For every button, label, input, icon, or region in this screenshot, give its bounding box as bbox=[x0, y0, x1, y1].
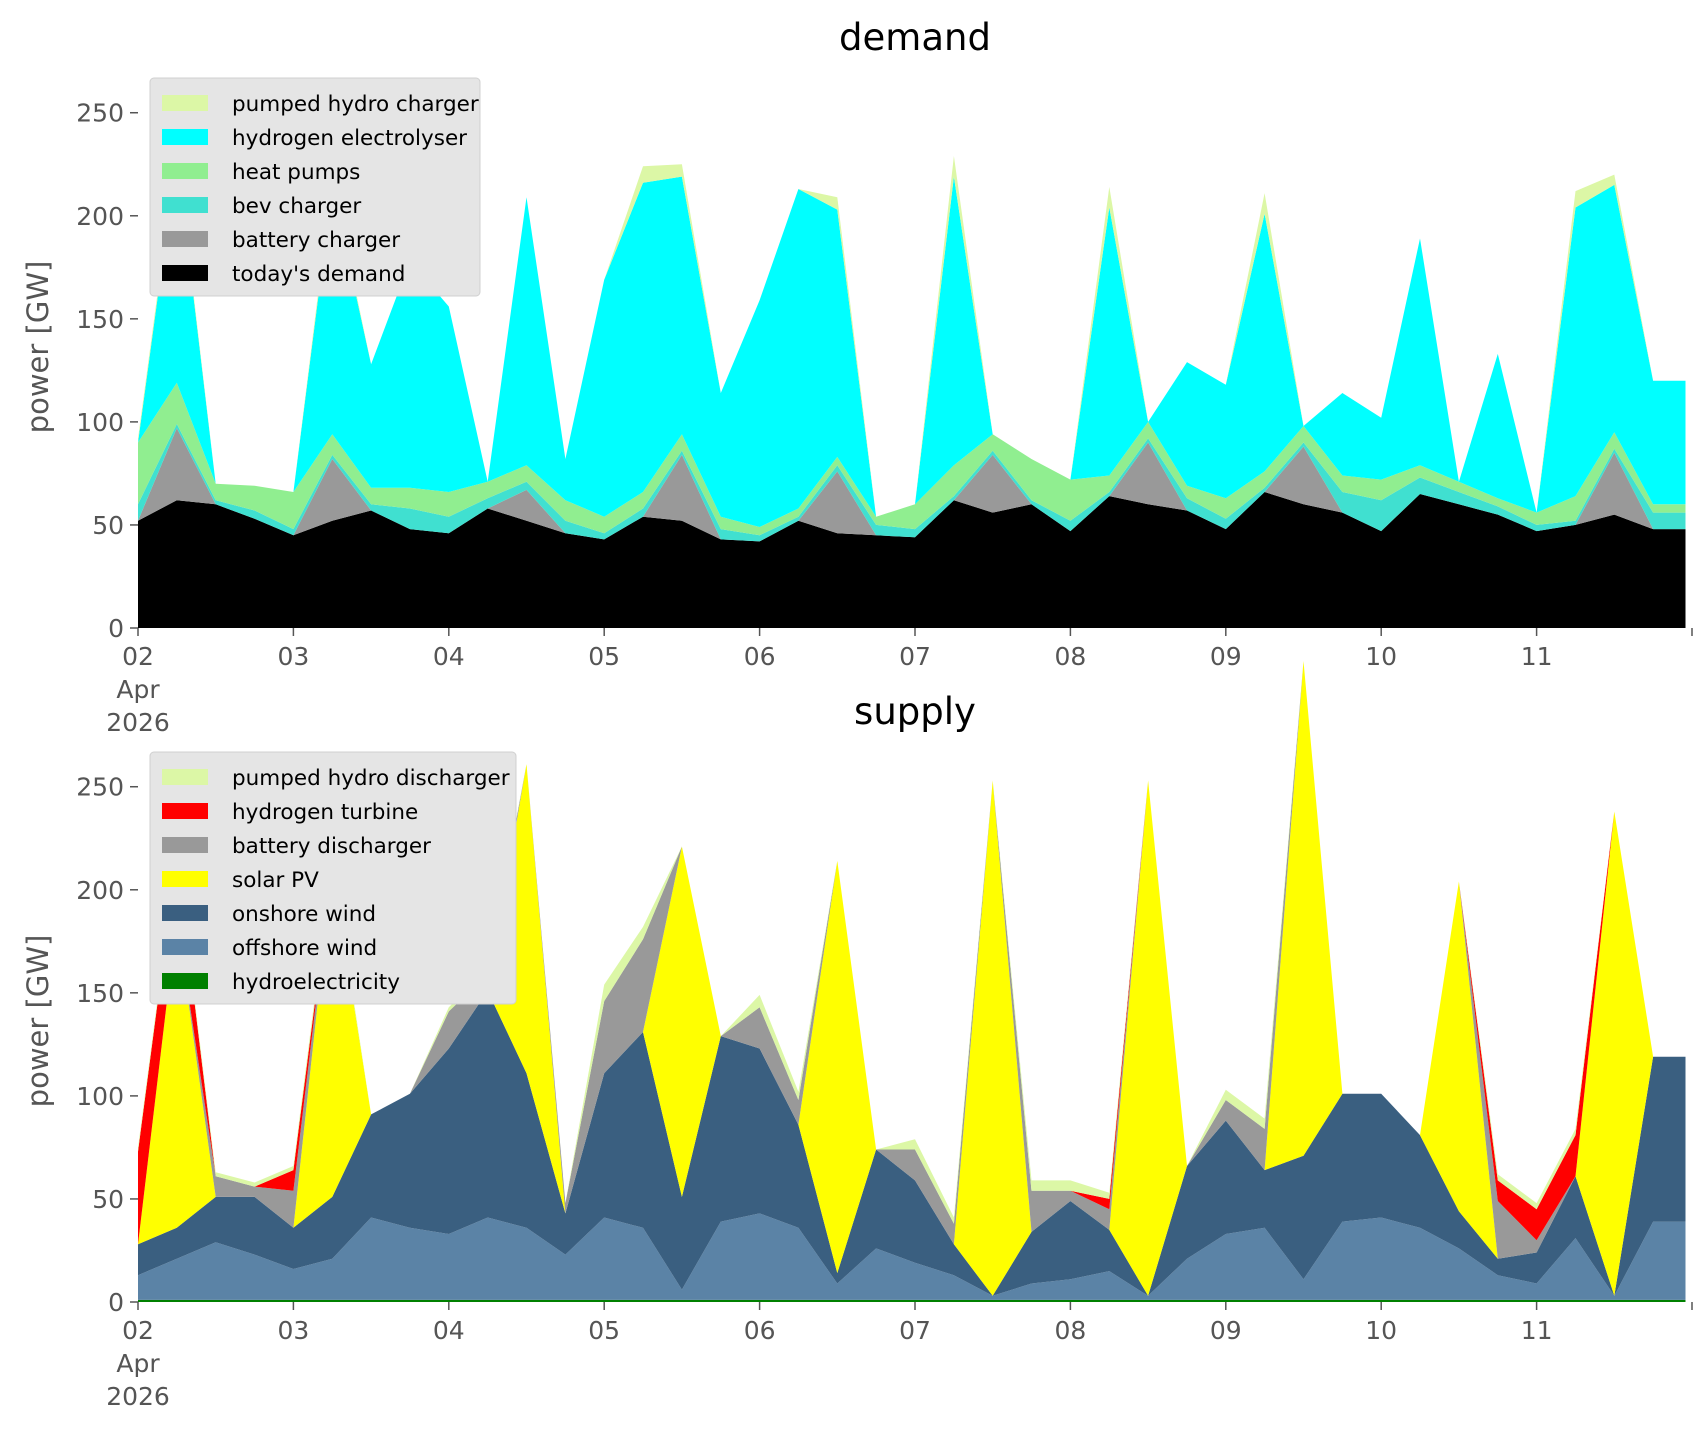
supply-area-battery-discharger bbox=[138, 661, 1686, 1259]
demand-legend-box bbox=[149, 77, 481, 297]
demand-x-tick-label: 11 bbox=[1521, 642, 1553, 671]
demand-x-tick-label: 04 bbox=[433, 642, 465, 671]
demand-legend-swatch-bev-charger bbox=[162, 197, 208, 213]
demand-legend-swatch-pumped-hydro-charger bbox=[162, 95, 208, 111]
demand-legend-swatch-battery-charger bbox=[162, 231, 208, 247]
supply-x-tick-label: 07 bbox=[899, 1316, 931, 1345]
supply-legend-label-solar-pv: solar PV bbox=[232, 868, 319, 893]
supply-x-tick-label: 08 bbox=[1054, 1316, 1086, 1345]
supply-x-tick-label: 10 bbox=[1365, 1316, 1397, 1345]
demand-x-tick-label: 03 bbox=[277, 642, 309, 671]
supply-legend-label-pumped-hydro-discharger: pumped hydro discharger bbox=[232, 766, 510, 791]
demand-legend-swatch-today-s-demand bbox=[162, 265, 208, 281]
supply-area-pumped-hydro-discharger bbox=[138, 661, 1686, 1224]
demand-x-tick-label: 10 bbox=[1365, 642, 1397, 671]
supply-legend: pumped hydro discharger hydrogen turbine b… bbox=[149, 751, 517, 1005]
supply-area-solar-pv bbox=[138, 661, 1686, 1296]
demand-x-tick-label: 05 bbox=[588, 642, 620, 671]
demand-y-tick-label: 0 bbox=[108, 614, 124, 643]
supply-legend-swatch-offshore-wind bbox=[162, 939, 208, 955]
supply-x-tick-label: 02 Apr 2026 bbox=[106, 1316, 170, 1411]
supply-legend-swatch-hydrogen-turbine bbox=[162, 803, 208, 819]
demand-legend: pumped hydro charger hydrogen electrolyse… bbox=[149, 77, 481, 297]
demand-legend-swatch-heat-pumps bbox=[162, 163, 208, 179]
supply-y-tick-label: 150 bbox=[76, 979, 124, 1008]
demand-area-heat-pumps bbox=[138, 382, 1686, 536]
supply-x-tick-label: 06 bbox=[744, 1316, 776, 1345]
supply-y-axis-label: power [GW] bbox=[21, 935, 55, 1108]
supply-legend-swatch-battery-discharger bbox=[162, 837, 208, 853]
supply-x-tick-label: 11 bbox=[1521, 1316, 1553, 1345]
demand-area-hydrogen-electrolyser bbox=[138, 156, 1686, 527]
supply-y-tick-label: 100 bbox=[76, 1082, 124, 1111]
supply-legend-label-onshore-wind: onshore wind bbox=[232, 902, 376, 927]
supply-area-hydroelectricity bbox=[138, 1299, 1686, 1302]
demand-legend-label-pumped-hydro-charger: pumped hydro charger bbox=[232, 92, 479, 117]
demand-legend-label-bev-charger: bev charger bbox=[232, 194, 361, 219]
supply-x-tick-label: 03 bbox=[277, 1316, 309, 1345]
supply-area-hydrogen-turbine bbox=[138, 661, 1686, 1245]
supply-y-tick-label: 50 bbox=[92, 1185, 124, 1214]
demand-y-tick-label: 200 bbox=[76, 202, 124, 231]
demand-y-axis-label: power [GW] bbox=[21, 261, 55, 434]
demand-x-tick-label: 08 bbox=[1054, 642, 1086, 671]
supply-area-onshore-wind bbox=[138, 990, 1686, 1296]
demand-legend-label-today-s-demand: today's demand bbox=[232, 262, 405, 287]
supply-y-tick-label: 0 bbox=[108, 1288, 124, 1317]
supply-axes: 0 50 100 150 200 250 02 Apr 2026 03 04 05 06 07 08 09 10… bbox=[76, 773, 1693, 1411]
supply-legend-label-hydroelectricity: hydroelectricity bbox=[232, 970, 400, 995]
demand-y-tick-label: 100 bbox=[76, 408, 124, 437]
demand-legend-label-heat-pumps: heat pumps bbox=[232, 160, 360, 185]
demand-x-tick-label: 07 bbox=[899, 642, 931, 671]
supply-x-tick-label: 05 bbox=[588, 1316, 620, 1345]
demand-x-tick-label: 02 Apr 2026 bbox=[106, 642, 170, 737]
demand-axes: 0 50 100 150 200 250 02 Apr 2026 03 04 05 06 07 08 09 10… bbox=[76, 99, 1693, 737]
supply-y-tick-label: 200 bbox=[76, 876, 124, 905]
demand-y-tick-label: 250 bbox=[76, 99, 124, 128]
demand-areas bbox=[138, 149, 1686, 628]
supply-legend-swatch-pumped-hydro-discharger bbox=[162, 769, 208, 785]
demand-x-tick-label: 09 bbox=[1210, 642, 1242, 671]
supply-legend-swatch-hydroelectricity bbox=[162, 973, 208, 989]
demand-title: demand bbox=[839, 16, 991, 59]
supply-x-tick-label: 04 bbox=[433, 1316, 465, 1345]
demand-y-tick-label: 50 bbox=[92, 511, 124, 540]
supply-area-offshore-wind bbox=[138, 1213, 1686, 1300]
supply-legend-swatch-onshore-wind bbox=[162, 905, 208, 921]
supply-legend-label-hydrogen-turbine: hydrogen turbine bbox=[232, 800, 418, 825]
demand-area-today-s-demand bbox=[138, 492, 1686, 628]
supply-legend-label-offshore-wind: offshore wind bbox=[232, 936, 377, 961]
demand-x-tick-label: 06 bbox=[744, 642, 776, 671]
demand-area-battery-charger bbox=[138, 428, 1686, 542]
supply-y-tick-label: 250 bbox=[76, 773, 124, 802]
supply-title: supply bbox=[854, 690, 976, 733]
demand-y-tick-label: 150 bbox=[76, 305, 124, 334]
supply-legend-label-battery-discharger: battery discharger bbox=[232, 834, 431, 859]
demand-legend-swatch-hydrogen-electrolyser bbox=[162, 129, 208, 145]
supply-legend-box bbox=[149, 751, 517, 1005]
supply-legend-swatch-solar-pv bbox=[162, 871, 208, 887]
demand-area-bev-charger bbox=[138, 424, 1686, 542]
demand-legend-label-battery-charger: battery charger bbox=[232, 228, 400, 253]
supply-x-tick-label: 09 bbox=[1210, 1316, 1242, 1345]
supply-areas bbox=[138, 661, 1686, 1302]
demand-legend-label-hydrogen-electrolyser: hydrogen electrolyser bbox=[232, 126, 467, 151]
